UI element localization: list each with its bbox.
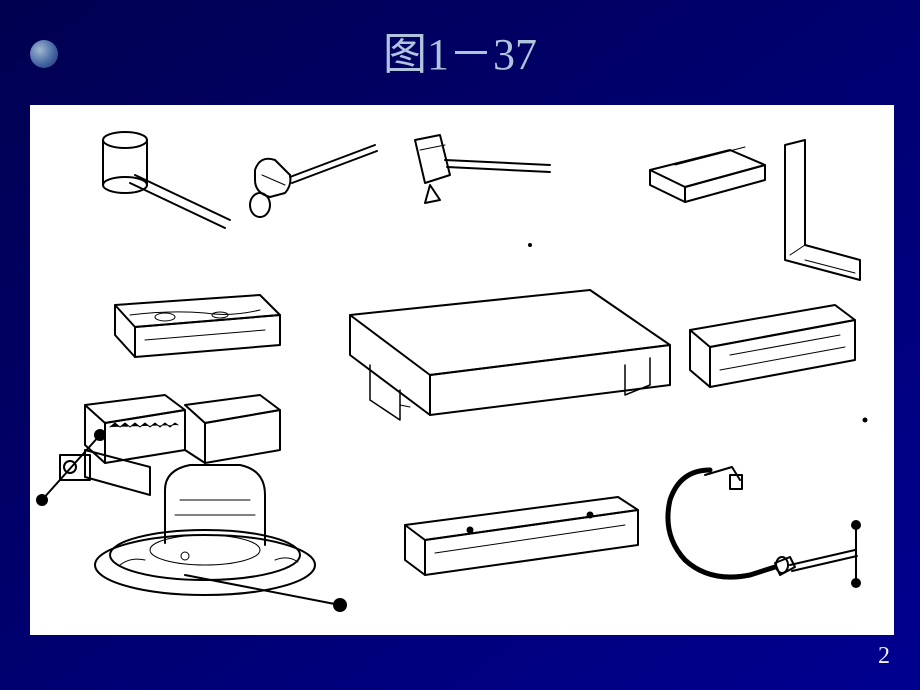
bench-vise-icon	[37, 395, 346, 611]
slide-title: 图1－37	[0, 18, 920, 82]
square-icon	[785, 140, 860, 280]
surface-plate-icon	[350, 290, 670, 420]
hammer-icon	[250, 145, 377, 217]
figure-frame	[30, 105, 894, 635]
chisel-hammer-icon	[415, 135, 550, 203]
page-number: 2	[878, 643, 890, 670]
mallet-icon	[103, 132, 230, 228]
straight-edge-icon	[405, 497, 638, 575]
wood-block-icon	[115, 295, 280, 357]
c-clamp-icon	[668, 467, 860, 587]
parallel-block-icon	[690, 305, 855, 387]
tools-illustration	[30, 105, 894, 635]
gauge-block-icon	[650, 147, 765, 202]
